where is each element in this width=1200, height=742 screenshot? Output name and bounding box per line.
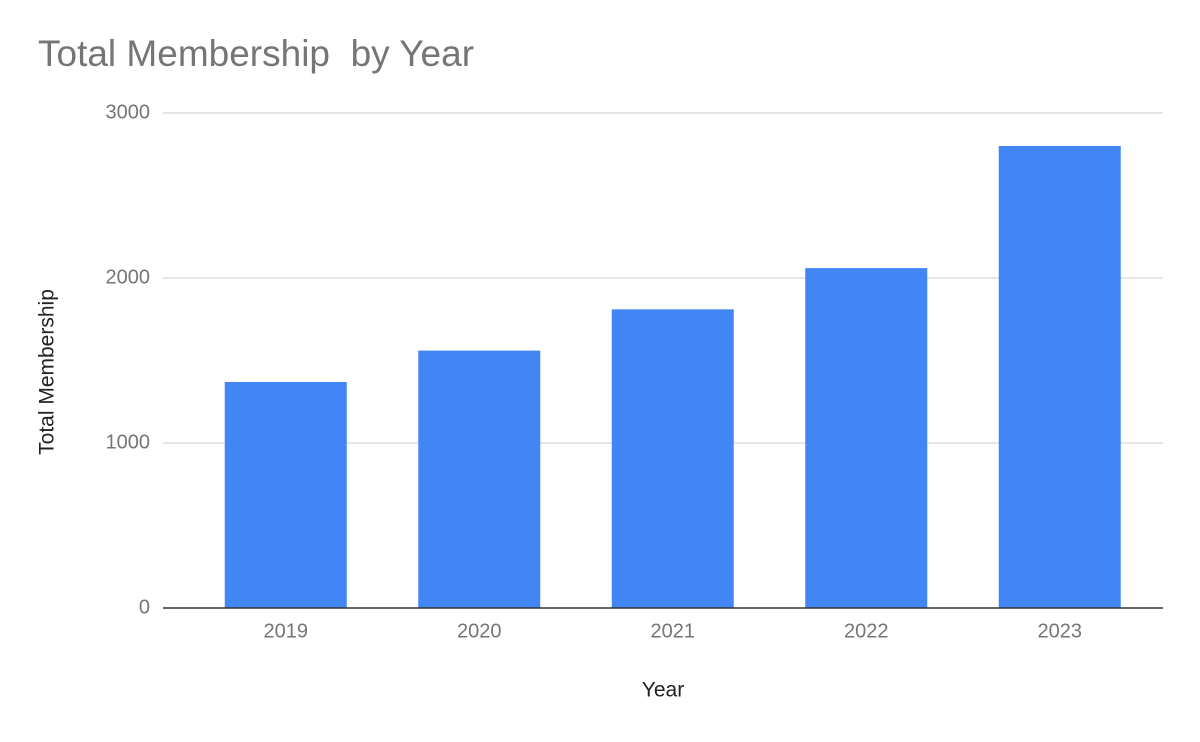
x-axis-title: Year xyxy=(642,679,684,702)
x-tick-label: 2021 xyxy=(651,620,696,642)
bar xyxy=(998,146,1121,608)
x-tick-label: 2020 xyxy=(457,620,502,642)
bar xyxy=(611,309,734,608)
y-axis-title: Total Membership xyxy=(36,289,59,455)
y-tick-label: 0 xyxy=(139,596,150,618)
x-tick-label: 2023 xyxy=(1038,620,1083,642)
chart-title: Total Membership by Year xyxy=(38,33,474,74)
y-tick-label: 3000 xyxy=(106,101,151,123)
x-tick-label: 2022 xyxy=(844,620,889,642)
bar xyxy=(224,381,347,608)
x-tick-label: 2019 xyxy=(264,620,309,642)
y-tick-label: 1000 xyxy=(106,431,151,453)
y-tick-label: 2000 xyxy=(106,266,151,288)
bar xyxy=(805,268,928,608)
bar xyxy=(418,350,541,608)
